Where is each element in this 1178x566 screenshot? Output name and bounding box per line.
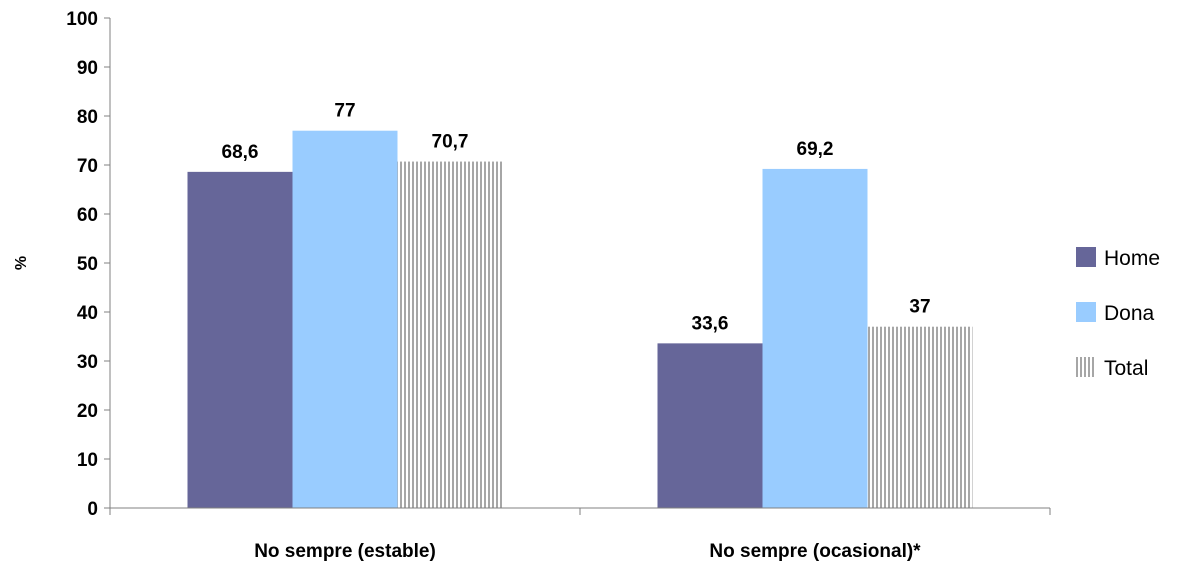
y-tick-label: 30 bbox=[77, 352, 98, 373]
y-tick-label: 0 bbox=[87, 499, 98, 520]
bar-total bbox=[867, 326, 973, 508]
y-tick-label: 40 bbox=[77, 303, 98, 324]
legend-swatch bbox=[1076, 247, 1096, 267]
legend-label: Dona bbox=[1104, 302, 1155, 325]
y-tick-label: 90 bbox=[77, 58, 98, 79]
x-category-label: No sempre (ocasional)* bbox=[709, 541, 921, 562]
legend-swatch bbox=[1076, 302, 1096, 322]
bar-dona bbox=[292, 130, 398, 508]
y-axis-title: % bbox=[13, 256, 30, 270]
legend-swatch bbox=[1076, 357, 1096, 377]
y-tick-label: 10 bbox=[77, 450, 98, 471]
legend: Home Dona Total bbox=[1076, 247, 1160, 380]
bar-home bbox=[657, 343, 763, 508]
data-label: 37 bbox=[909, 297, 930, 318]
x-category-label: No sempre (estable) bbox=[254, 541, 436, 562]
y-tick-label: 20 bbox=[77, 401, 98, 422]
data-label: 69,2 bbox=[797, 139, 834, 160]
y-tick-label: 60 bbox=[77, 205, 98, 226]
bars: 68,6 33,6 77 69,2 70,7 37 bbox=[187, 101, 973, 509]
data-label: 68,6 bbox=[222, 142, 259, 163]
bar-total bbox=[397, 161, 503, 508]
bar-dona bbox=[762, 168, 868, 509]
y-tick-label: 50 bbox=[77, 254, 98, 275]
bar-home bbox=[187, 171, 293, 509]
data-label: 33,6 bbox=[692, 313, 729, 334]
data-label: 70,7 bbox=[432, 132, 469, 153]
legend-label: Home bbox=[1104, 247, 1160, 270]
x-axis: No sempre (estable) No sempre (ocasional)… bbox=[109, 507, 1051, 562]
data-label: 77 bbox=[334, 101, 355, 122]
y-axis: 0 10 20 30 40 50 60 70 80 90 100 bbox=[66, 9, 111, 520]
y-tick-label: 80 bbox=[77, 107, 98, 128]
legend-label: Total bbox=[1104, 357, 1148, 380]
y-tick-label: 70 bbox=[77, 156, 98, 177]
y-tick-label: 100 bbox=[66, 9, 98, 30]
